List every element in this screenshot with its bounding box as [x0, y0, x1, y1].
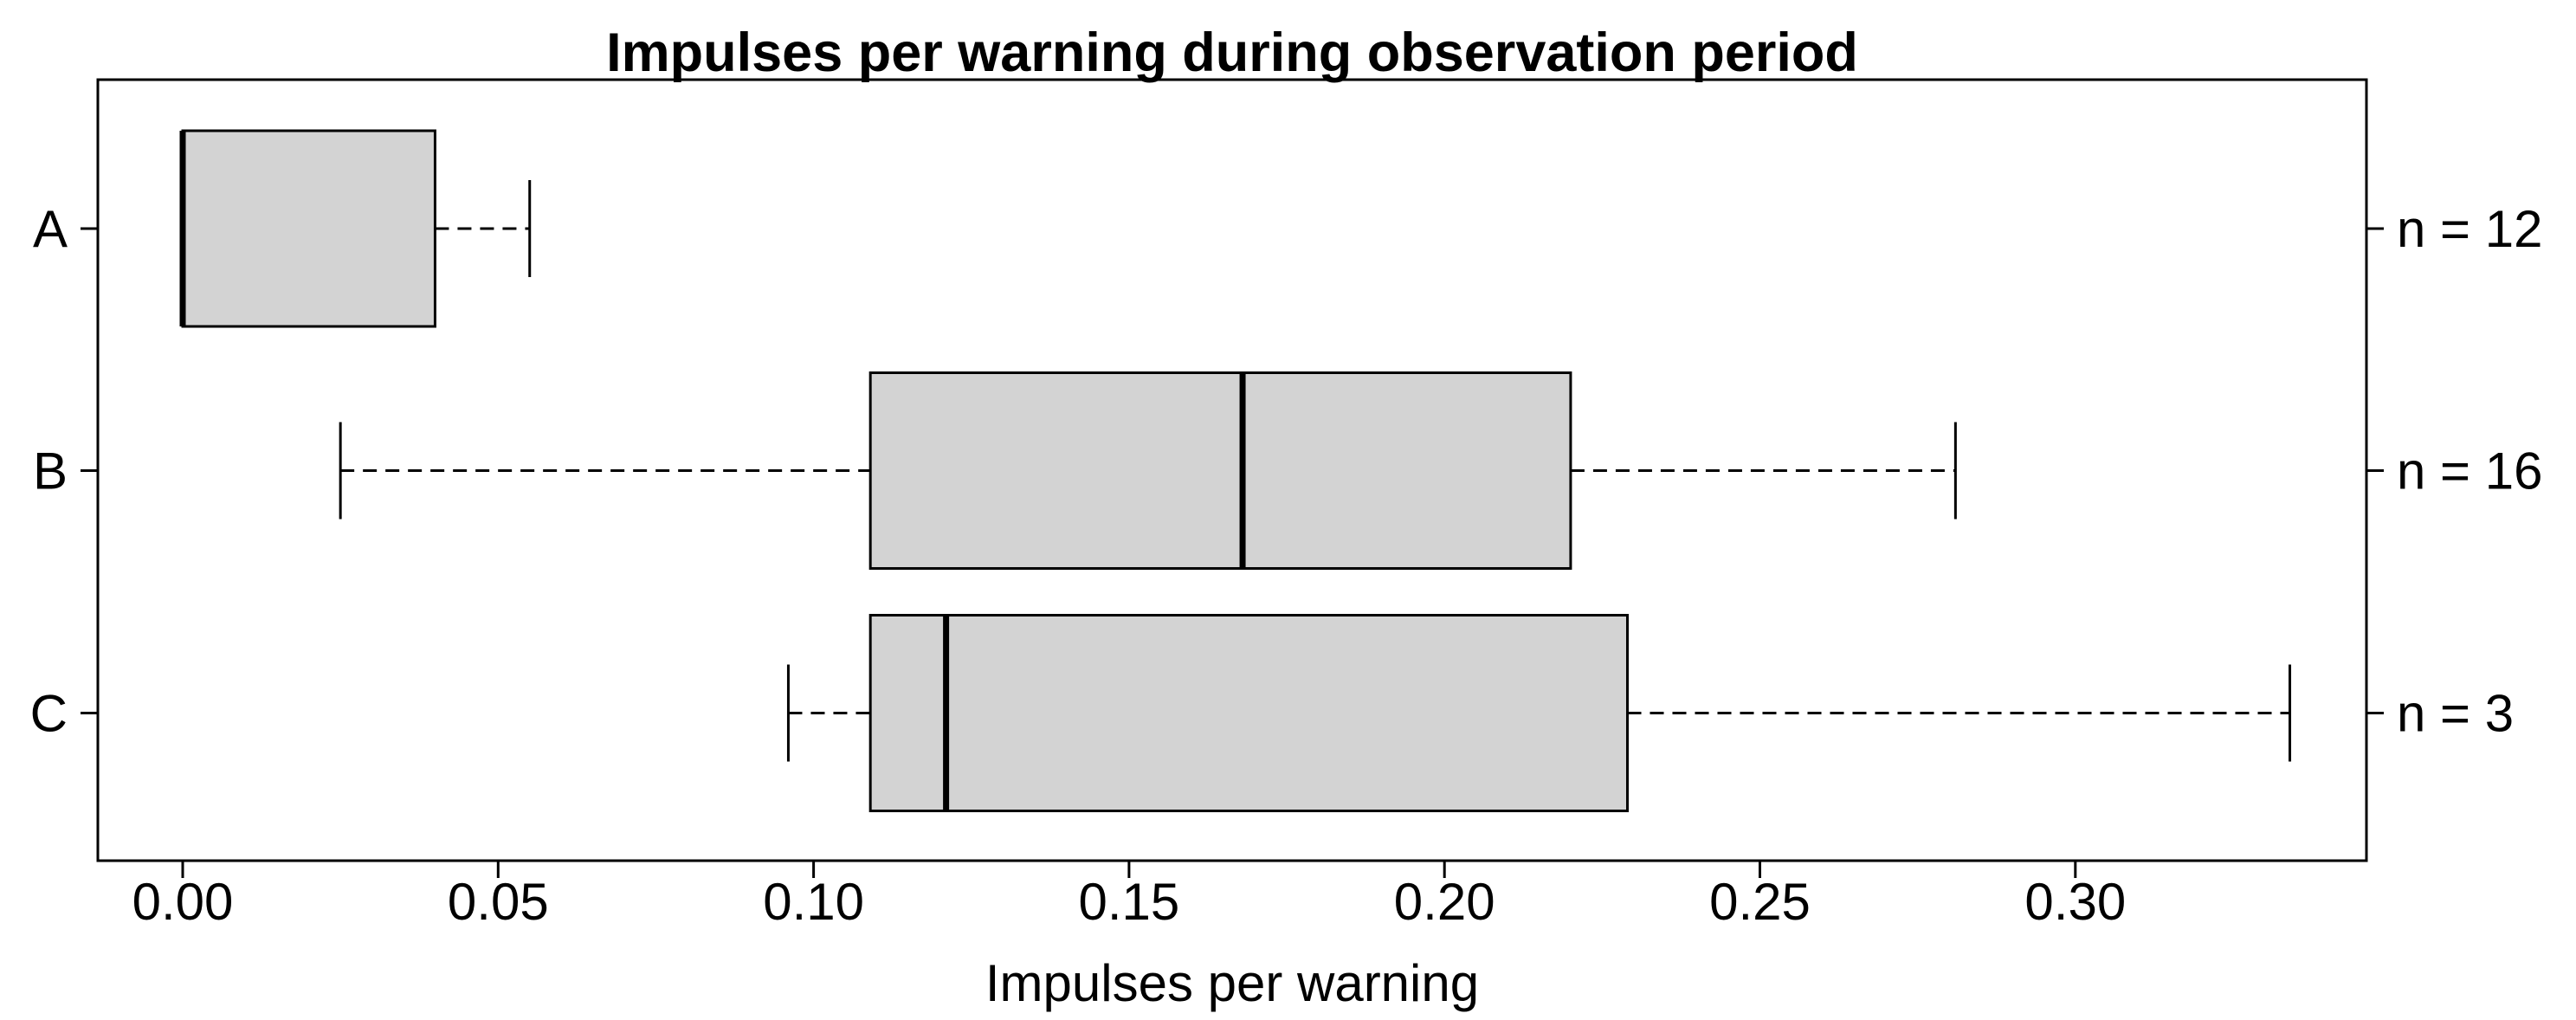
iqr-box	[868, 614, 1629, 812]
y-group-label: A	[33, 200, 68, 258]
boxes-layer	[179, 129, 1629, 812]
x-tick-label: 0.30	[2024, 873, 2126, 931]
sample-size-label: n = 16	[2397, 442, 2543, 500]
x-axis: 0.00 0.05 0.10 0.15 0.20 0.25 0.30	[132, 861, 2126, 931]
sample-size-label: n = 12	[2397, 200, 2543, 258]
iqr-box	[868, 371, 1572, 570]
x-tick-label: 0.25	[1709, 873, 1811, 931]
x-tick-label: 0.05	[448, 873, 549, 931]
y-group-label: C	[30, 685, 68, 743]
x-tick-label: 0.20	[1394, 873, 1495, 931]
y-axis: A B C	[30, 200, 98, 743]
whiskers-layer	[339, 180, 2292, 762]
y-group-label: B	[33, 442, 68, 500]
x-tick-label: 0.15	[1079, 873, 1180, 931]
iqr-box	[181, 129, 436, 328]
x-axis-label: Impulses per warning	[985, 954, 1479, 1012]
sample-size-label: n = 3	[2397, 685, 2514, 743]
chart-title: Impulses per warning during observation …	[606, 23, 1858, 83]
right-axis: n = 12 n = 16 n = 3	[2366, 200, 2543, 743]
x-tick-label: 0.10	[763, 873, 864, 931]
x-tick-label: 0.00	[132, 873, 234, 931]
